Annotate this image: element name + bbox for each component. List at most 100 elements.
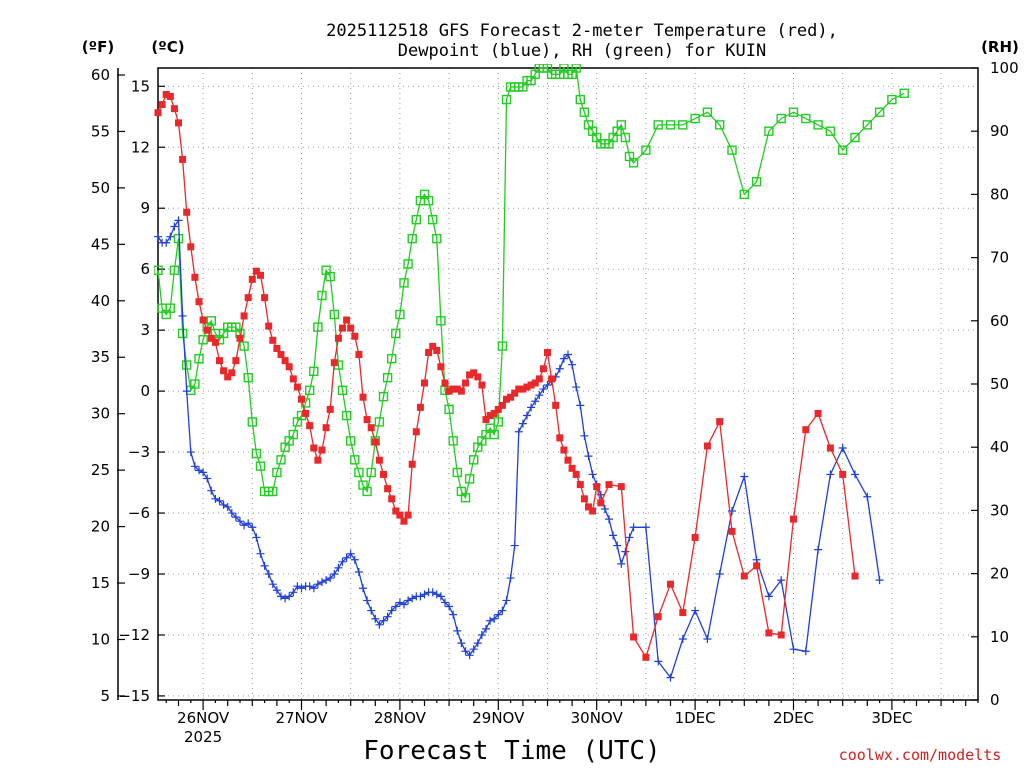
x-tick-label: 3DEC	[871, 709, 912, 727]
dewpoint-point	[207, 486, 216, 495]
rh-point	[715, 120, 725, 130]
dewpoint-point	[641, 523, 650, 532]
dewpoint-point	[223, 502, 232, 511]
dewpoint-point	[432, 590, 441, 599]
rh-point	[391, 328, 401, 339]
temperature-point	[572, 470, 580, 478]
dewpoint-point	[211, 494, 220, 503]
dewpoint-point	[371, 614, 380, 623]
rh-point	[464, 474, 475, 484]
temperature-point	[170, 105, 178, 113]
rh-tick-label: 60	[990, 312, 1009, 330]
dewpoint-point	[625, 533, 634, 542]
rh-point	[366, 467, 376, 478]
rh-point	[309, 366, 319, 377]
temperature-point	[380, 470, 387, 478]
rh-point	[497, 341, 508, 351]
dewpoint-point	[531, 397, 540, 406]
temperature-point	[421, 379, 428, 387]
fahrenheit-tick-label: 15	[91, 574, 110, 592]
temperature-point	[339, 324, 346, 332]
rh-point	[354, 467, 364, 478]
rh-point	[177, 328, 188, 339]
temperature-point	[310, 444, 318, 452]
dewpoint-point	[691, 606, 700, 615]
rh-point	[206, 316, 217, 326]
dewpoint-point	[182, 387, 191, 396]
rh-tick-label: 20	[990, 565, 1009, 583]
dewpoint-point	[281, 594, 290, 603]
x-tick-label: 27NOV	[275, 709, 328, 727]
rh-point	[346, 436, 356, 446]
temperature-point	[232, 357, 240, 365]
fahrenheit-tick-label: 60	[91, 66, 110, 84]
rh-point	[276, 455, 286, 465]
dewpoint-point	[568, 360, 577, 369]
rh-point	[268, 486, 278, 497]
rh-point	[887, 94, 897, 105]
rh-point	[751, 177, 762, 187]
temperature-point	[224, 373, 232, 381]
rh-point	[690, 113, 700, 124]
celsius-tick-label: −3	[128, 443, 150, 461]
temperature-point	[486, 411, 494, 419]
temperature-point	[605, 481, 613, 489]
dewpoint-point	[367, 606, 376, 615]
temperature-point	[425, 349, 433, 357]
temperature-point	[347, 324, 355, 332]
temperature-point	[154, 109, 162, 117]
rh-point	[727, 145, 737, 155]
temperature-point	[630, 633, 638, 641]
dewpoint-point	[268, 580, 277, 589]
fahrenheit-tick-label: 40	[91, 292, 110, 310]
celsius-tick-label: 15	[131, 77, 150, 95]
rh-line	[157, 66, 905, 500]
fahrenheit-tick-label: 20	[91, 518, 110, 536]
temperature-point	[302, 409, 310, 417]
celsius-tick-label: 6	[140, 260, 150, 278]
dewpoint-point	[404, 596, 413, 605]
dewpoint-point	[789, 645, 798, 654]
temperature-point	[478, 381, 486, 389]
dewpoint-point	[498, 606, 507, 615]
rh-series	[154, 64, 909, 503]
dewpoint-point	[174, 216, 183, 225]
dewpoint-point	[777, 576, 786, 585]
dewpoint-point	[428, 588, 437, 597]
data-series	[154, 64, 909, 682]
dewpoint-point	[375, 620, 384, 629]
dewpoint-point	[416, 592, 425, 601]
dewpoint-point	[248, 523, 257, 532]
temperature-point	[462, 379, 469, 387]
temperature-point	[814, 409, 822, 417]
temperature-point	[273, 344, 281, 352]
rh-point	[501, 94, 512, 105]
temperature-point	[158, 101, 166, 109]
dewpoint-point	[678, 635, 687, 644]
fahrenheit-tick-label: 35	[91, 348, 110, 366]
celsius-tick-label: 3	[140, 321, 150, 339]
rh-point	[678, 120, 688, 130]
temperature-point	[531, 379, 539, 387]
temperature-point	[523, 383, 531, 391]
dewpoint-point	[584, 452, 593, 461]
dewpoint-point	[629, 523, 638, 532]
x-tick-label: 2DEC	[773, 709, 814, 727]
temperature-point	[445, 387, 453, 395]
dewpoint-point	[330, 570, 339, 579]
temperature-point	[826, 444, 834, 452]
dewpoint-point	[231, 513, 240, 522]
dewpoint-point	[363, 596, 372, 605]
dewpoint-point	[502, 596, 511, 605]
temperature-point	[552, 401, 560, 409]
dewpoint-point	[469, 645, 478, 654]
dewpoint-point	[264, 570, 273, 579]
rh-point	[165, 303, 176, 313]
dewpoint-point	[621, 547, 630, 556]
temperature-point	[404, 511, 412, 519]
temperature-point	[240, 312, 248, 320]
rh-point	[305, 385, 315, 396]
dewpoint-point	[457, 639, 466, 648]
rh-point	[493, 417, 503, 427]
rh-point	[194, 354, 204, 364]
